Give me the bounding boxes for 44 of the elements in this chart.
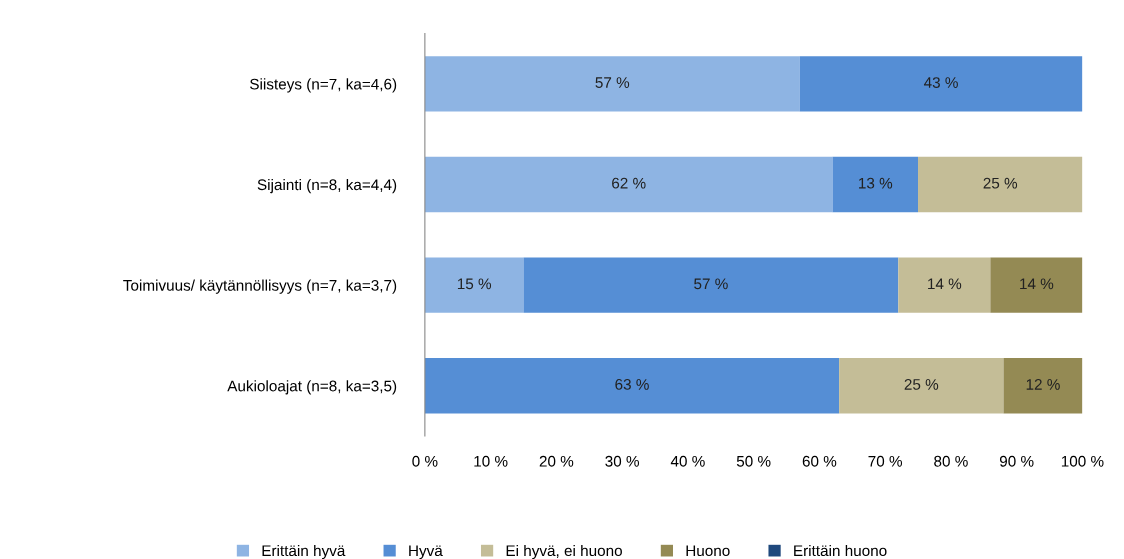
bar — [424, 156, 833, 213]
bar — [832, 156, 919, 213]
legend-label: Huono — [686, 545, 730, 557]
data-label: 25 % — [904, 378, 939, 390]
data-label: 62 % — [612, 177, 646, 189]
data-label: 25 % — [983, 177, 1018, 189]
data-label: 43 % — [923, 77, 958, 88]
bar — [839, 358, 1004, 414]
data-label: 15 % — [457, 278, 492, 290]
data-label: 63 % — [615, 378, 649, 390]
x-tick-label: 90 % — [999, 455, 1034, 467]
y-tick-label: Sijainti (n=8, ka=4,4) — [257, 178, 397, 194]
bar — [424, 358, 840, 414]
legend-label: Hyvä — [409, 545, 443, 559]
y-tick-label: Aukioloajat (n=8, ka=3,5) — [227, 380, 397, 395]
bar — [523, 257, 899, 313]
data-label: 13 % — [859, 177, 893, 189]
x-tick-label: 100 % — [1061, 455, 1104, 467]
x-tick-label: 60 % — [802, 455, 837, 467]
data-label: 14 % — [1020, 278, 1054, 290]
bar — [799, 56, 1083, 112]
data-label: 57 % — [595, 77, 630, 88]
x-tick-label: 80 % — [934, 455, 968, 467]
bar — [990, 257, 1083, 313]
bar — [424, 257, 524, 313]
data-label: 14 % — [928, 278, 962, 290]
x-tick-label: 10 % — [474, 455, 508, 467]
legend-label: Erittäin hyvä — [262, 544, 346, 559]
bar — [1003, 358, 1083, 414]
x-tick-label: 0 % — [412, 455, 438, 467]
bar — [918, 156, 1083, 213]
x-tick-label: 70 % — [868, 455, 903, 467]
legend-label: Ei hyvä, ei huono — [506, 544, 622, 559]
data-label: 57 % — [694, 278, 728, 290]
data-label: 12 % — [1026, 378, 1060, 390]
x-tick-label: 30 % — [605, 455, 639, 467]
y-tick-label: Siisteys (n=7, ka=4,6) — [250, 78, 397, 93]
y-tick-label: Toimivuus/ käytännöllisyys (n=7, ka=3,7) — [123, 279, 397, 294]
x-tick-label: 50 % — [736, 455, 771, 467]
bar — [898, 257, 991, 313]
x-tick-label: 20 % — [539, 455, 574, 467]
legend-label: Erittäin huono — [794, 544, 887, 557]
x-tick-label: 40 % — [670, 455, 705, 467]
bar — [424, 56, 800, 112]
